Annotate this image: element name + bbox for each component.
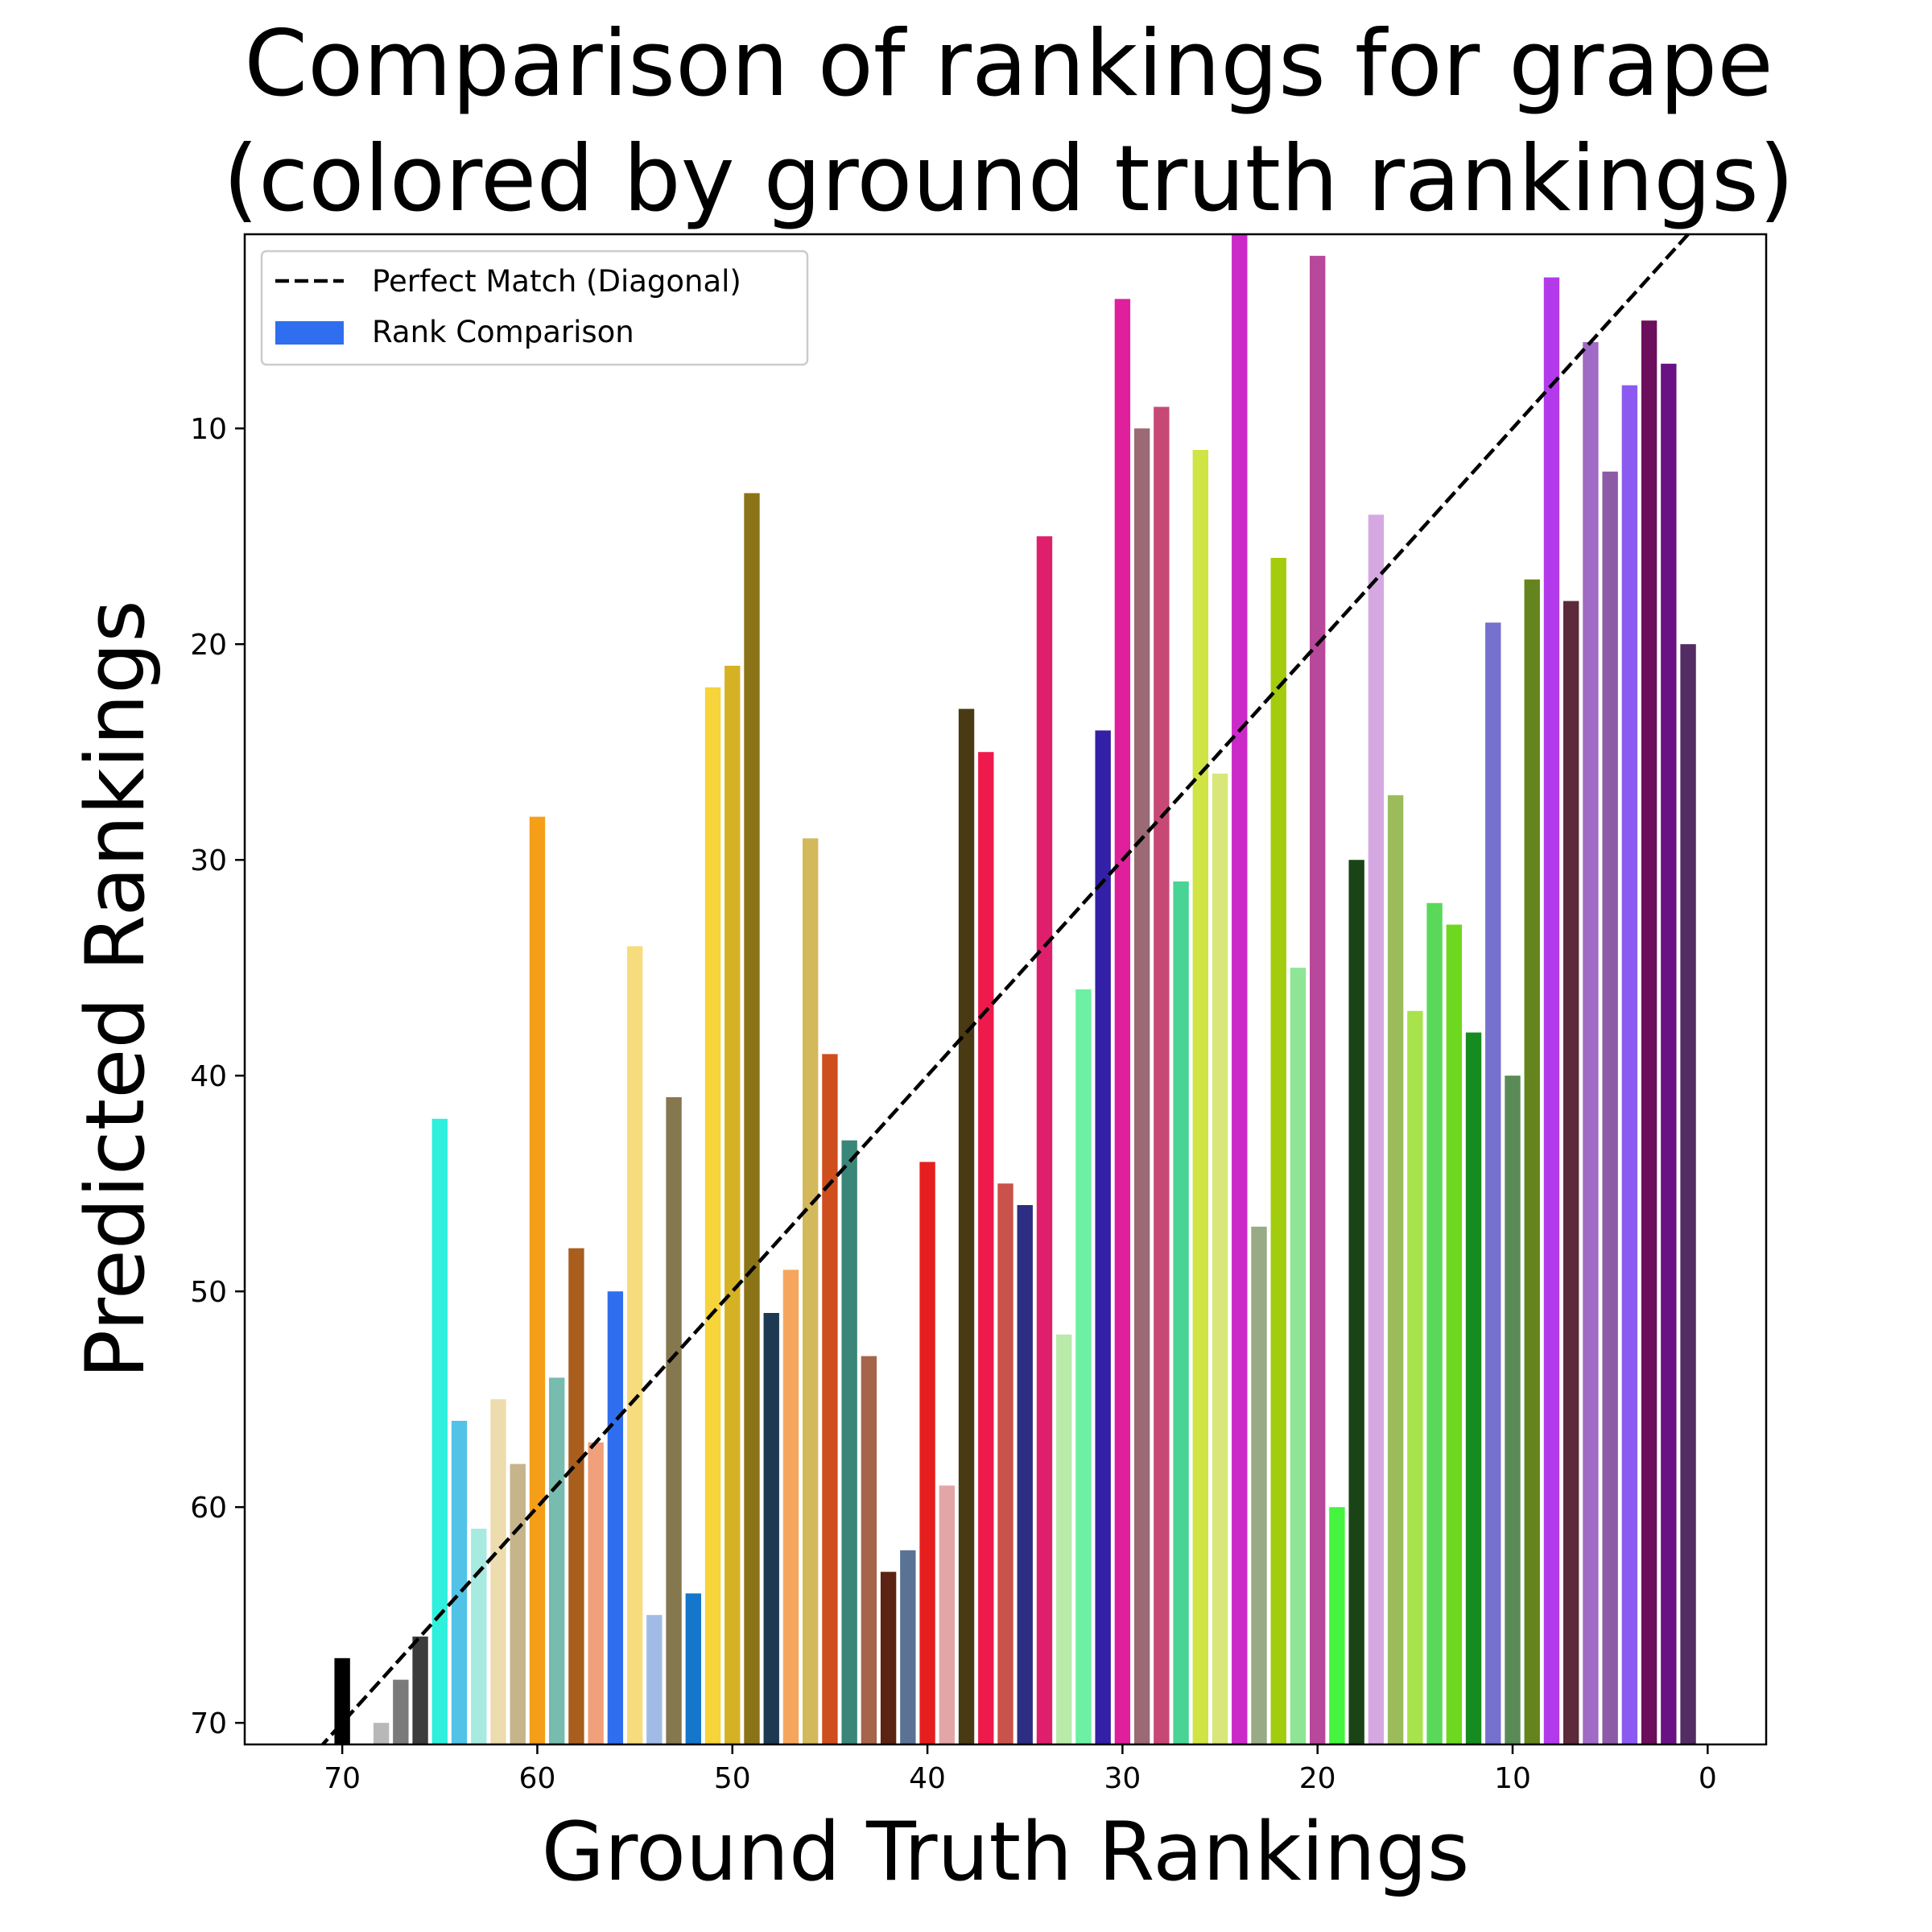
bar-gt-56 [607,1291,624,1744]
legend-label-rank-comparison: Rank Comparison [372,315,634,349]
y-axis-label: Predicted Rankings [68,600,163,1378]
y-tick-label: 10 [190,413,227,446]
bar-gt-32 [1075,989,1092,1744]
bar-gt-5 [1602,471,1618,1744]
bar-gt-43 [861,1356,877,1744]
bar-gt-57 [588,1442,604,1744]
chart-title-line1: Comparison of rankings for grape [244,10,1773,117]
bar-gt-46 [803,838,819,1744]
bar-gt-10 [1505,1075,1521,1744]
bar-gt-3 [1641,320,1657,1745]
bar-gt-41 [900,1550,916,1744]
bar-gt-19 [1329,1507,1345,1744]
bar-gt-16 [1387,795,1404,1744]
bar-gt-38 [958,708,975,1744]
bar-gt-29 [1133,428,1150,1745]
bar-gt-65 [431,1118,448,1744]
y-axis-ticks: 10 20 30 40 50 60 70 [190,413,245,1740]
y-tick-label: 40 [190,1060,227,1093]
legend-patch-icon [275,321,344,345]
bar-gt-37 [978,752,994,1745]
x-tick-label: 50 [714,1762,751,1795]
bar-gt-27 [1173,881,1189,1744]
bar-gt-50 [724,666,741,1744]
legend-frame [260,250,809,366]
bar-gt-21 [1290,968,1307,1744]
x-tick-label: 20 [1299,1762,1336,1795]
bar-gt-58 [568,1248,584,1744]
bar-gt-36 [997,1183,1013,1744]
x-tick-label: 60 [519,1762,556,1795]
x-tick-label: 40 [909,1762,946,1795]
bar-gt-28 [1154,407,1170,1744]
bar-gt-8 [1543,277,1560,1745]
bar-gt-13 [1446,924,1462,1744]
y-tick-label: 30 [190,844,227,877]
bar-gt-47 [782,1269,799,1744]
bar-series [334,234,1696,1745]
bar-gt-6 [1583,342,1599,1744]
y-tick-label: 20 [190,629,227,662]
bar-gt-40 [919,1162,935,1744]
bar-gt-44 [841,1140,857,1744]
bar-gt-55 [626,946,643,1744]
bar-gt-35 [1017,1205,1033,1744]
x-axis-label: Ground Truth Rankings [542,1804,1470,1899]
bar-gt-11 [1485,622,1501,1744]
bar-gt-34 [1036,536,1053,1745]
x-tick-label: 70 [324,1762,361,1795]
bar-gt-1 [1680,644,1696,1745]
bar-gt-4 [1621,385,1638,1745]
legend-label-diagonal: Perfect Match (Diagonal) [372,264,741,299]
perfect-match-diagonal [321,233,1690,1746]
bar-gt-15 [1407,1010,1423,1744]
legend: Perfect Match (Diagonal) Rank Comparison [260,250,809,366]
bar-gt-18 [1348,860,1364,1744]
bar-gt-49 [744,493,760,1744]
bar-gt-30 [1114,299,1131,1744]
bar-gt-20 [1310,255,1326,1744]
bar-gt-63 [471,1529,487,1744]
bar-gt-24 [1232,234,1248,1744]
y-tick-label: 50 [190,1276,227,1309]
bar-gt-48 [763,1313,779,1744]
bar-gt-52 [685,1593,701,1744]
bar-gt-33 [1056,1334,1072,1744]
bar-gt-70 [334,1657,350,1744]
bar-gt-64 [451,1421,468,1744]
bar-gt-25 [1212,774,1228,1744]
bar-gt-9 [1524,579,1540,1744]
x-tick-label: 0 [1699,1762,1717,1795]
x-axis-ticks: 70 60 50 40 30 20 10 0 [324,1744,1717,1795]
bar-gt-61 [510,1463,526,1744]
x-tick-label: 30 [1104,1762,1141,1795]
bar-gt-62 [490,1399,506,1744]
bar-gt-59 [549,1377,565,1744]
plot-area-frame [243,233,1768,1746]
bar-gt-26 [1192,450,1208,1744]
bar-gt-31 [1095,730,1111,1744]
bar-gt-42 [880,1571,897,1744]
bar-gt-60 [529,816,546,1744]
chart-title-line2: (colored by ground truth rankings) [223,126,1794,232]
bar-gt-39 [939,1485,955,1744]
bar-gt-22 [1270,558,1286,1744]
y-tick-label: 70 [190,1707,227,1740]
bar-gt-67 [393,1679,409,1744]
bar-gt-54 [646,1615,663,1744]
bar-gt-68 [373,1723,390,1744]
y-tick-label: 60 [190,1492,227,1525]
bar-gt-17 [1368,514,1385,1744]
bar-gt-66 [412,1637,428,1744]
bar-gt-12 [1465,1032,1482,1744]
x-tick-label: 10 [1494,1762,1531,1795]
bar-gt-14 [1426,902,1443,1744]
bar-gt-2 [1661,363,1677,1744]
bar-gt-53 [666,1097,682,1744]
bar-gt-51 [704,687,721,1744]
bar-gt-45 [822,1054,838,1744]
bar-gt-23 [1251,1226,1267,1744]
bar-gt-7 [1563,601,1579,1744]
